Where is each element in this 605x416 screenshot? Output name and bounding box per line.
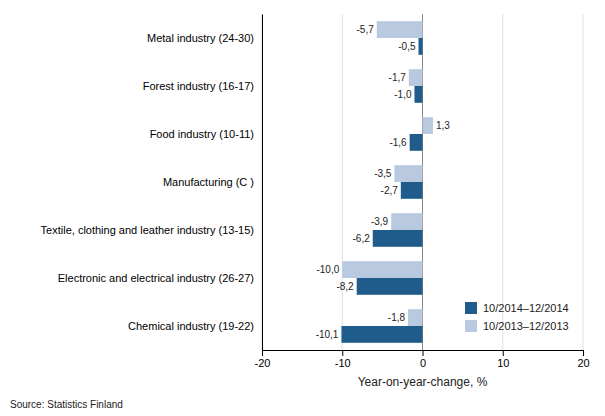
legend: 10/2014–12/2014 10/2013–12/2013 <box>465 302 569 332</box>
legend-swatch <box>465 302 477 314</box>
tick-label: 0 <box>420 357 426 369</box>
tick: Chemical industry (19-22) <box>128 320 262 332</box>
tick: -10 <box>335 350 351 369</box>
legend-item: 10/2014–12/2014 <box>465 302 569 314</box>
data-label: -3,5 <box>374 168 392 179</box>
source-note: Source: Statistics Finland <box>10 399 123 410</box>
chart-svg: -0,5 -1,0 -1,6 -2,7 -6,2 -8,2 -10,1 -5,7 -1,7 1,3… <box>0 0 605 416</box>
tick-label: Textile, clothing and leather industry (… <box>41 224 254 236</box>
y-axis: Metal industry (24-30) Forest industry (1… <box>41 15 263 351</box>
tick: Forest industry (16-17) <box>143 80 262 92</box>
bar <box>391 213 422 230</box>
legend-label: 10/2014–12/2014 <box>483 302 569 314</box>
data-label: -1,8 <box>388 312 406 323</box>
bar <box>394 165 422 182</box>
tick-mark <box>583 350 584 356</box>
bar <box>418 38 422 55</box>
data-label: -3,9 <box>371 216 389 227</box>
tick: Textile, clothing and leather industry (… <box>41 224 262 236</box>
chart-container: -0,5 -1,0 -1,6 -2,7 -6,2 -8,2 -10,1 -5,7 -1,7 1,3… <box>0 0 605 416</box>
axis-line <box>263 351 584 357</box>
data-label: -5,7 <box>357 24 375 35</box>
data-label: -1,0 <box>394 89 412 100</box>
tick-label: Manufacturing (C ) <box>163 176 254 188</box>
bar <box>342 261 422 278</box>
x-axis-title: Year-on-year-change, % <box>358 375 488 389</box>
tick-label: Food industry (10-11) <box>150 128 254 140</box>
tick-label: -10 <box>335 357 351 369</box>
data-label: -0,5 <box>398 41 416 52</box>
tick-label: Chemical industry (19-22) <box>128 320 254 332</box>
tick: Electronic and electrical industry (26-2… <box>58 272 262 284</box>
bars <box>341 21 432 343</box>
bar <box>408 309 422 326</box>
tick-mark <box>342 350 343 356</box>
tick-label: 10 <box>497 357 509 369</box>
tick-label: -20 <box>255 357 271 369</box>
data-label: -1,6 <box>389 137 407 148</box>
data-label: 1,3 <box>436 120 450 131</box>
tick-label: Forest industry (16-17) <box>143 80 254 92</box>
tick: -20 <box>255 350 271 369</box>
tick-mark <box>423 350 424 356</box>
tick: Metal industry (24-30) <box>147 32 262 44</box>
bar <box>377 21 423 38</box>
grid-line <box>502 14 503 350</box>
data-label: -10,0 <box>316 264 339 275</box>
tick-mark <box>262 350 263 356</box>
x-axis: -20 -10 0 10 20 <box>255 350 590 369</box>
grid-line <box>583 14 584 350</box>
tick-label: Metal industry (24-30) <box>147 32 254 44</box>
tick-mark <box>503 350 504 356</box>
bar <box>401 182 423 199</box>
tick-label: 20 <box>577 357 589 369</box>
tick: 20 <box>577 350 589 369</box>
tick: 10 <box>497 350 509 369</box>
data-labels: -0,5 -1,0 -1,6 -2,7 -6,2 -8,2 -10,1 -5,7 -1,7 1,3… <box>316 24 451 340</box>
bar <box>341 326 422 343</box>
tick: Food industry (10-11) <box>150 128 262 140</box>
data-label: -10,1 <box>316 329 339 340</box>
grid-line <box>342 14 343 350</box>
legend-swatch <box>465 320 477 332</box>
tick: 0 <box>420 350 426 369</box>
bar <box>414 86 422 103</box>
axis-line <box>262 15 263 351</box>
bar <box>410 134 423 151</box>
bar <box>357 278 423 295</box>
data-label: -2,7 <box>381 185 399 196</box>
data-label: -8,2 <box>336 281 354 292</box>
tick: Manufacturing (C ) <box>163 176 262 188</box>
bar <box>373 230 423 247</box>
legend-label: 10/2013–12/2013 <box>483 320 569 332</box>
tick-label: Electronic and electrical industry (26-2… <box>58 272 254 284</box>
bar <box>423 117 433 134</box>
grid-line <box>262 14 263 350</box>
bar <box>409 69 423 86</box>
plot-area: -0,5 -1,0 -1,6 -2,7 -6,2 -8,2 -10,1 -5,7 -1,7 1,3… <box>41 14 590 389</box>
data-label: -6,2 <box>353 233 371 244</box>
legend-item: 10/2013–12/2013 <box>465 320 569 332</box>
grid <box>262 14 583 350</box>
data-label: -1,7 <box>389 72 407 83</box>
